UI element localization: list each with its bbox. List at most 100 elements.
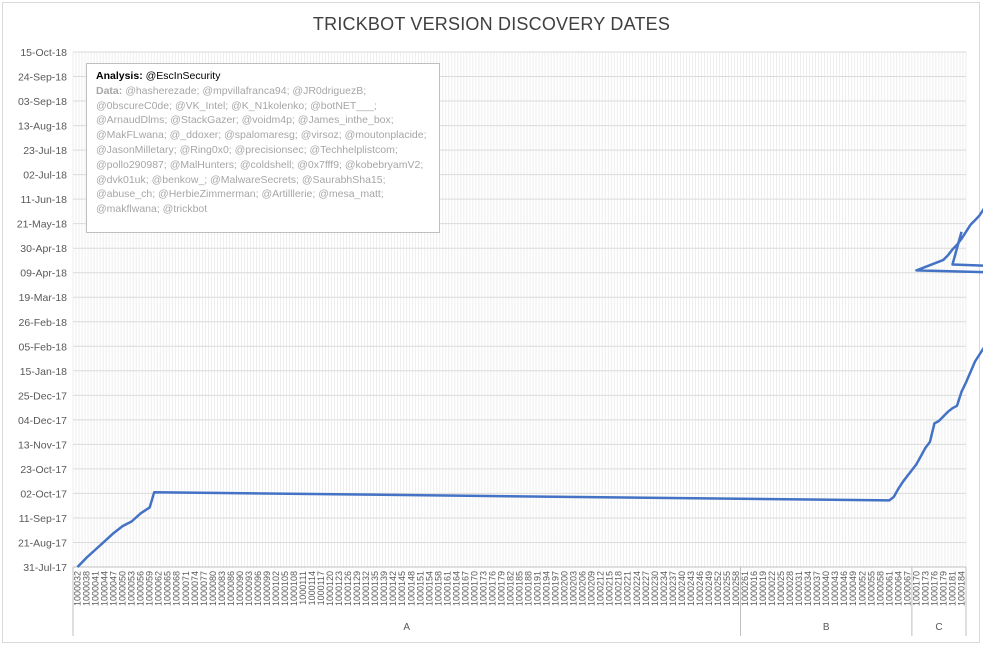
x-tick-label: 1000055 <box>866 571 876 606</box>
y-tick-label: 25-Dec-17 <box>18 390 67 402</box>
x-tick-label: 1000083 <box>217 571 227 606</box>
x-tick-label: 1000052 <box>857 571 867 606</box>
x-tick-label: 1000224 <box>632 571 642 606</box>
x-tick-label: 1000145 <box>397 571 407 606</box>
x-group-label: B <box>823 622 830 633</box>
analysis-label: Analysis: <box>96 70 143 82</box>
y-tick-label: 21-May-18 <box>17 219 67 231</box>
x-tick-label: 1000080 <box>208 571 218 606</box>
y-tick-label: 15-Oct-18 <box>20 47 67 59</box>
x-tick-label: 1000258 <box>731 571 741 606</box>
x-tick-label: 1000031 <box>794 571 804 606</box>
y-tick-label: 02-Jul-18 <box>23 170 67 182</box>
x-tick-label: 1000212 <box>596 571 606 606</box>
x-tick-label: 1000123 <box>334 571 344 606</box>
x-tick-label: 1000203 <box>569 571 579 606</box>
x-tick-label: 1000135 <box>370 571 380 606</box>
x-tick-label: 1000032 <box>73 571 83 606</box>
x-tick-label: 1000040 <box>821 571 831 606</box>
x-tick-label: 1000120 <box>325 571 335 606</box>
y-tick-label: 19-Mar-18 <box>19 292 68 304</box>
y-tick-label: 23-Jul-18 <box>23 145 67 157</box>
analysis-value: @EscInSecurity <box>145 70 221 82</box>
x-tick-label: 1000206 <box>578 571 588 606</box>
y-tick-label: 04-Dec-17 <box>18 415 67 427</box>
x-tick-label: 1000037 <box>812 571 822 606</box>
x-tick-label: 1000086 <box>226 571 236 606</box>
x-tick-label: 1000043 <box>830 571 840 606</box>
chart-title: TRICKBOT VERSION DISCOVERY DATES <box>312 14 671 34</box>
x-tick-label: 1000181 <box>947 571 957 606</box>
x-tick-label: 1000019 <box>758 571 768 606</box>
y-tick-label: 31-Jul-17 <box>23 562 67 574</box>
x-tick-label: 1000188 <box>524 571 534 606</box>
x-tick-label: 1000197 <box>551 571 561 606</box>
x-tick-label: 1000114 <box>307 571 317 605</box>
x-tick-label: 1000047 <box>109 571 119 606</box>
x-tick-label: 1000176 <box>929 571 939 606</box>
x-tick-label: 1000099 <box>262 571 272 606</box>
x-tick-label: 1000148 <box>406 571 416 606</box>
x-tick-label: 1000067 <box>902 571 912 606</box>
x-tick-label: 1000049 <box>848 571 858 606</box>
x-tick-label: 1000252 <box>713 571 723 606</box>
x-tick-label: 1000056 <box>136 571 146 606</box>
x-tick-label: 1000068 <box>172 571 182 606</box>
x-tick-label: 1000102 <box>271 571 281 606</box>
x-tick-label: 1000185 <box>515 571 525 606</box>
x-tick-label: 1000096 <box>253 571 263 606</box>
x-tick-label: 1000050 <box>118 571 128 606</box>
y-tick-label: 11-Sep-17 <box>19 513 67 525</box>
x-tick-label: 1000108 <box>289 571 299 606</box>
x-tick-label: 1000161 <box>442 571 452 606</box>
x-tick-label: 1000170 <box>469 571 479 606</box>
x-tick-label: 1000061 <box>884 571 894 606</box>
x-tick-label: 1000139 <box>379 571 389 606</box>
x-tick-label: 1000179 <box>496 571 506 606</box>
x-tick-label: 1000230 <box>650 571 660 606</box>
x-tick-label: 1000105 <box>280 571 290 606</box>
x-tick-label: 1000234 <box>659 571 669 606</box>
x-tick-label: 1000142 <box>388 571 398 606</box>
data-value: @hasherezade; @mpvillafranca94; @JR0drig… <box>96 84 427 216</box>
y-tick-label: 13-Aug-18 <box>18 121 67 133</box>
x-tick-label: 1000200 <box>560 571 570 606</box>
y-tick-label: 15-Jan-18 <box>20 366 67 378</box>
x-tick-label: 1000053 <box>127 571 137 606</box>
x-tick-label: 1000249 <box>704 571 714 606</box>
x-tick-label: 1000240 <box>677 571 687 606</box>
x-tick-label: 1000227 <box>641 571 651 606</box>
y-tick-label: 11-Jun-18 <box>20 194 67 206</box>
x-tick-label: 1000179 <box>938 571 948 606</box>
y-tick-label: 30-Apr-18 <box>20 243 67 255</box>
x-tick-label: 1000209 <box>587 571 597 606</box>
x-tick-label: 1000218 <box>614 571 624 606</box>
series-line <box>76 207 983 568</box>
x-tick-label: 1000058 <box>875 571 885 606</box>
x-tick-label: 1000215 <box>605 571 615 606</box>
x-tick-label: 1000255 <box>722 571 732 606</box>
x-tick-label: 1000064 <box>893 571 903 606</box>
x-tick-label: 1000062 <box>154 571 164 606</box>
x-tick-label: 1000173 <box>478 571 488 606</box>
y-tick-label: 03-Sep-18 <box>18 96 67 108</box>
annotation-box: Analysis: @EscInSecurity Data: @hasherez… <box>86 63 440 233</box>
x-tick-label: 1000090 <box>235 571 245 606</box>
x-tick-label: 1000025 <box>776 571 786 606</box>
x-tick-label: 1000074 <box>190 571 200 606</box>
x-tick-label: 1000041 <box>91 571 101 606</box>
x-tick-label: 1000077 <box>199 571 209 606</box>
y-tick-label: 26-Feb-18 <box>19 317 68 329</box>
x-tick-label: 1000173 <box>920 571 930 606</box>
x-tick-label: 1000184 <box>956 571 966 606</box>
x-tick-label: 1000154 <box>424 571 434 606</box>
x-tick-label: 1000034 <box>803 571 813 606</box>
x-group-label: C <box>935 622 942 633</box>
x-tick-label: 1000176 <box>487 571 497 606</box>
y-tick-label: 13-Nov-17 <box>18 439 67 451</box>
x-group-label: A <box>403 622 410 633</box>
data-label: Data: <box>96 84 123 97</box>
x-tick-label: 1000044 <box>100 571 110 606</box>
x-tick-label: 1000117 <box>316 571 326 605</box>
x-tick-label: 1000071 <box>181 571 191 606</box>
